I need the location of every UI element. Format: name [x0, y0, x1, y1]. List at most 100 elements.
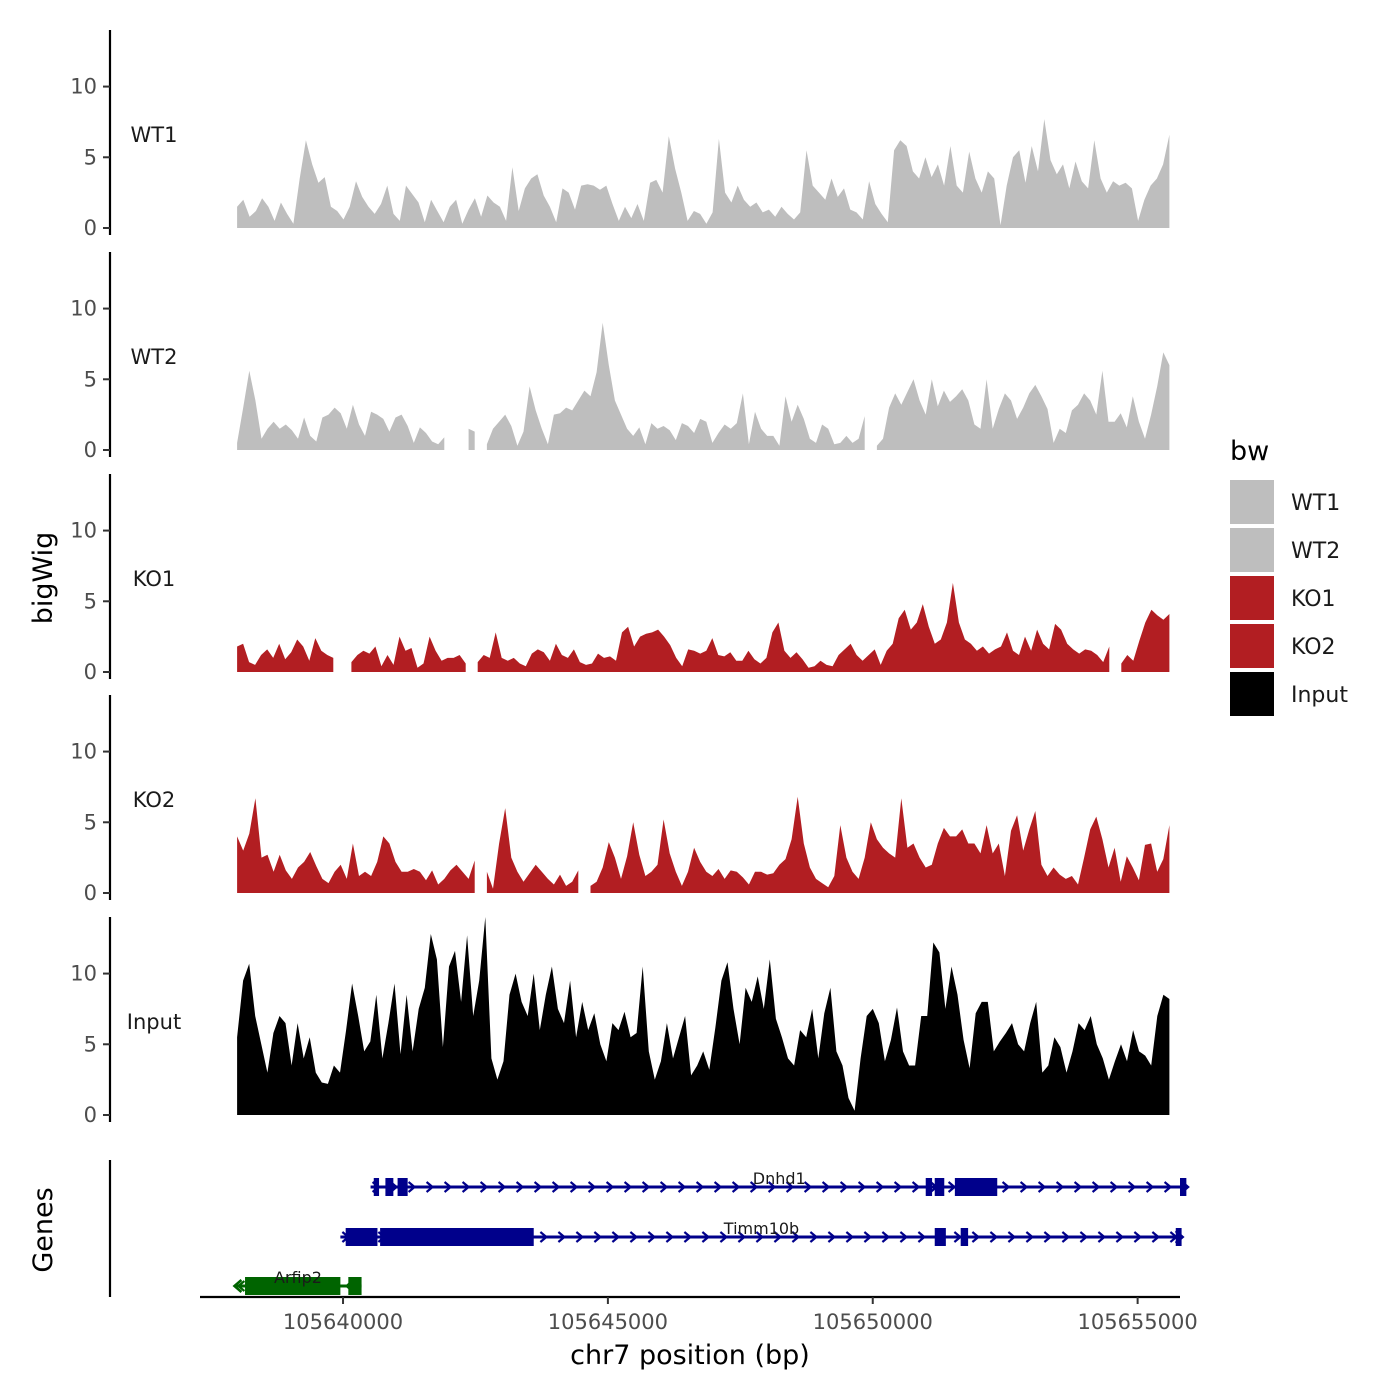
x-tick-label: 105650000 — [813, 1310, 933, 1334]
gene-exon — [345, 1228, 378, 1246]
gene-exon — [397, 1178, 408, 1196]
x-tick-label: 105640000 — [283, 1310, 403, 1334]
strand-arrow — [875, 1181, 885, 1193]
signal-area-ko1 — [351, 636, 466, 672]
strand-arrow — [623, 1181, 633, 1193]
strand-arrow — [1007, 1231, 1017, 1243]
gene-exon — [245, 1277, 341, 1295]
y-tick-label: 10 — [70, 519, 97, 543]
strand-arrow — [1037, 1181, 1047, 1193]
strand-arrow — [695, 1181, 705, 1193]
legend-key-wt2 — [1230, 528, 1274, 572]
strand-arrow — [569, 1181, 579, 1193]
strand-arrow — [1019, 1181, 1029, 1193]
track-input: Input — [127, 917, 1170, 1115]
y-axis-title: bigWig — [28, 532, 59, 625]
strand-arrow — [575, 1231, 585, 1243]
signal-tracks: WT1 WT2 KO1 KO2 Input — [127, 119, 1170, 1115]
legend-label-ko1: KO1 — [1291, 587, 1336, 612]
gene-exon — [954, 1178, 998, 1196]
gene-exon — [373, 1178, 380, 1196]
signal-area-ko2 — [486, 808, 579, 893]
gene-dnhd1: Dnhd1 — [370, 1169, 1190, 1196]
strand-arrow — [881, 1231, 891, 1243]
strand-arrow — [767, 1181, 777, 1193]
y-tick-label: 5 — [84, 367, 97, 391]
strand-arrow — [1001, 1181, 1011, 1193]
strand-arrow — [407, 1181, 417, 1193]
strand-arrow — [1127, 1181, 1137, 1193]
track-label-wt2: WT2 — [131, 345, 178, 369]
y-tick-label: 5 — [84, 1032, 97, 1056]
strand-arrow — [533, 1181, 543, 1193]
strand-arrow — [1109, 1181, 1119, 1193]
signal-area-wt2 — [876, 352, 1170, 450]
track-label-input: Input — [127, 1010, 181, 1034]
strand-arrow — [551, 1181, 561, 1193]
strand-arrow — [713, 1181, 723, 1193]
strand-arrow — [647, 1231, 657, 1243]
legend-label-ko2: KO2 — [1291, 635, 1336, 660]
y-tick-label: 0 — [84, 660, 97, 684]
track-label-ko2: KO2 — [133, 788, 176, 812]
strand-arrow — [611, 1231, 621, 1243]
strand-arrow — [911, 1181, 921, 1193]
legend-key-input — [1230, 672, 1274, 716]
strand-arrow — [497, 1181, 507, 1193]
x-axis-title: chr7 position (bp) — [570, 1340, 810, 1371]
strand-arrow — [1163, 1181, 1173, 1193]
strand-arrow — [1073, 1181, 1083, 1193]
legend-label-input: Input — [1291, 683, 1348, 708]
x-tick-label: 105655000 — [1077, 1310, 1197, 1334]
strand-arrow — [605, 1181, 615, 1193]
strand-arrow — [232, 1279, 243, 1293]
y-tick-label: 5 — [84, 589, 97, 613]
strand-arrow — [1145, 1181, 1155, 1193]
track-label-wt1: WT1 — [131, 123, 178, 147]
strand-arrow — [971, 1231, 981, 1243]
strand-arrow — [539, 1231, 549, 1243]
strand-arrow — [827, 1231, 837, 1243]
strand-arrow — [737, 1231, 747, 1243]
y-tick-label: 0 — [84, 438, 97, 462]
signal-area-wt2 — [468, 428, 475, 450]
strand-arrow — [461, 1181, 471, 1193]
gene-exon — [380, 1228, 534, 1246]
strand-arrow — [719, 1231, 729, 1243]
gene-annotation-panel: Dnhd1 Timm10b Arfip2 — [108, 1160, 1190, 1297]
y-tick-label: 10 — [70, 962, 97, 986]
x-tick-label: 105645000 — [548, 1310, 668, 1334]
strand-arrow — [629, 1231, 639, 1243]
signal-area-wt2 — [237, 370, 445, 450]
strand-arrow — [953, 1231, 963, 1243]
gene-label: Arfip2 — [274, 1268, 322, 1287]
strand-arrow — [809, 1231, 819, 1243]
strand-arrow — [425, 1181, 435, 1193]
strand-arrow — [1079, 1231, 1089, 1243]
gene-label: Dnhd1 — [753, 1169, 806, 1188]
strand-arrow — [803, 1181, 813, 1193]
y-tick-label: 5 — [84, 810, 97, 834]
legend: bw WT1 WT2 KO1 KO2 Input — [1230, 436, 1348, 716]
strand-arrow — [1133, 1231, 1143, 1243]
legend-label-wt2: WT2 — [1291, 539, 1340, 564]
strand-arrow — [845, 1231, 855, 1243]
strand-arrow — [1025, 1231, 1035, 1243]
strand-arrow — [1091, 1181, 1101, 1193]
strand-arrow — [641, 1181, 651, 1193]
strand-arrow — [857, 1181, 867, 1193]
signal-area-ko2 — [590, 796, 1170, 893]
strand-arrow — [479, 1181, 489, 1193]
strand-arrow — [1055, 1181, 1065, 1193]
legend-key-ko1 — [1230, 576, 1274, 620]
strand-arrow — [1115, 1231, 1125, 1243]
legend-key-wt1 — [1230, 480, 1274, 524]
gene-exon — [925, 1178, 933, 1196]
gene-label: Timm10b — [723, 1219, 799, 1238]
strand-arrow — [989, 1231, 999, 1243]
strand-arrow — [701, 1231, 711, 1243]
gene-exon — [934, 1228, 946, 1246]
strand-arrow — [893, 1181, 903, 1193]
strand-arrow — [587, 1181, 597, 1193]
gene-exon — [1180, 1178, 1187, 1196]
